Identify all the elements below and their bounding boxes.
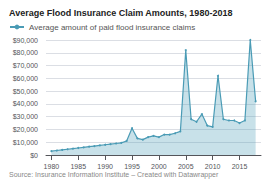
svg-text:Source: Insurance Information: Source: Insurance Information Institute … (9, 171, 219, 179)
svg-text:$50,000: $50,000 (13, 88, 38, 95)
svg-text:$40,000: $40,000 (13, 100, 38, 107)
svg-text:1985: 1985 (70, 163, 86, 170)
svg-text:$90,000: $90,000 (13, 37, 38, 44)
svg-text:1990: 1990 (97, 163, 113, 170)
svg-text:2005: 2005 (178, 163, 194, 170)
svg-text:$60,000: $60,000 (13, 75, 38, 82)
svg-text:2000: 2000 (151, 163, 167, 170)
svg-text:$30,000: $30,000 (13, 113, 38, 120)
svg-text:$80,000: $80,000 (13, 49, 38, 56)
svg-text:2015: 2015 (232, 163, 248, 170)
svg-text:Average amount of paid flood i: Average amount of paid flood insurance c… (29, 23, 195, 32)
svg-text:$0: $0 (30, 152, 38, 159)
svg-text:$20,000: $20,000 (13, 126, 38, 133)
svg-text:1995: 1995 (124, 163, 140, 170)
svg-text:1980: 1980 (44, 163, 60, 170)
svg-text:Average Flood Insurance Claim: Average Flood Insurance Claim Amounts, 1… (9, 8, 232, 18)
svg-text:$70,000: $70,000 (13, 62, 38, 69)
svg-text:$10,000: $10,000 (13, 139, 38, 146)
svg-text:2010: 2010 (205, 163, 221, 170)
